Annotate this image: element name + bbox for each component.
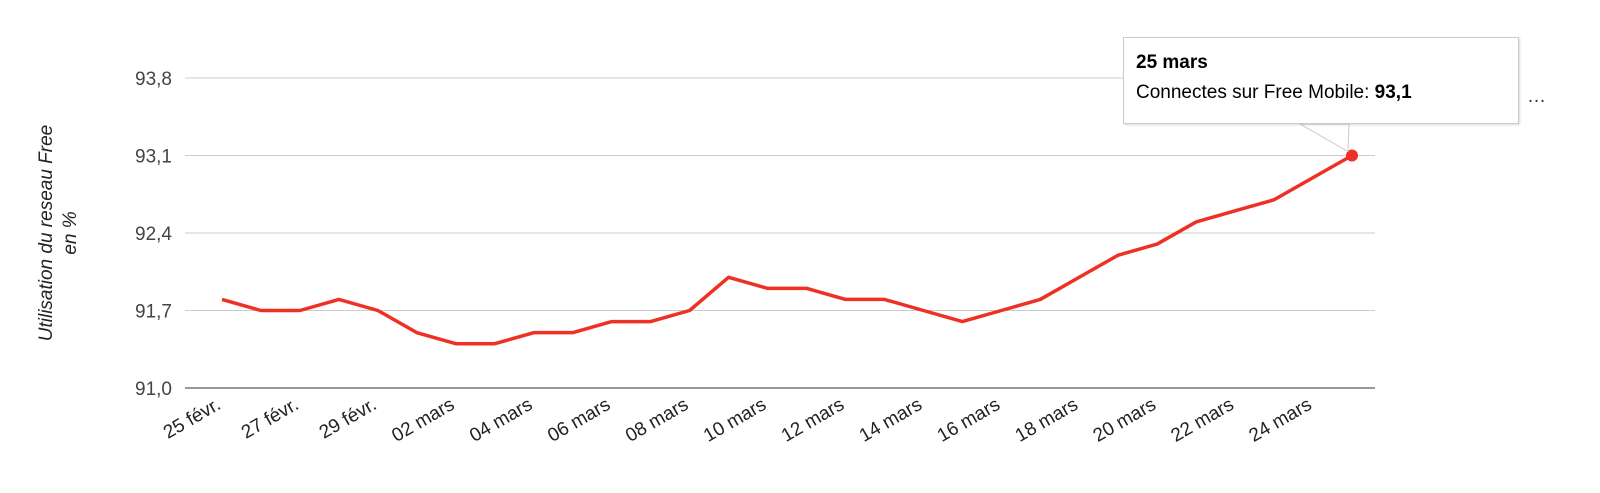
y-axis-title: Utilisation du reseau Free en % [36, 125, 81, 342]
x-tick-label: 14 mars [856, 394, 926, 447]
tooltip-overflow: … [1527, 86, 1546, 107]
x-tick-label: 16 mars [934, 394, 1004, 447]
x-tick-label: 12 mars [778, 394, 848, 447]
series-line [221, 153, 1353, 346]
x-tick-label: 25 févr. [160, 394, 224, 443]
x-tick-label: 10 mars [700, 394, 770, 447]
x-tick-label: 27 févr. [238, 394, 302, 443]
x-tick-label: 06 mars [544, 394, 614, 447]
x-tick-label: 29 févr. [316, 394, 380, 443]
y-tick-label: 92,4 [135, 224, 172, 245]
x-tick-label: 02 mars [388, 394, 458, 447]
y-tick-label: 93,8 [135, 69, 172, 90]
x-tick-label: 04 mars [466, 394, 536, 447]
x-tick-label: 18 mars [1012, 394, 1082, 447]
x-tick-label: 22 mars [1168, 394, 1238, 447]
data-point [1346, 149, 1358, 162]
x-tick-label: 24 mars [1246, 394, 1316, 447]
y-axis-title-line: Utilisation du reseau Free [36, 125, 57, 342]
y-tick-label: 93,1 [135, 147, 172, 168]
tooltip-label: Connectes sur Free Mobile: [1136, 82, 1375, 103]
y-axis-title-line: en % [60, 211, 81, 254]
y-tick-label: 91,0 [135, 379, 172, 400]
tooltip: 25 mars Connectes sur Free Mobile: 93,1 [1123, 37, 1519, 124]
tooltip-body: Connectes sur Free Mobile: 93,1 [1136, 82, 1506, 104]
tooltip-title: 25 mars [1136, 52, 1208, 73]
x-tick-label: 20 mars [1090, 394, 1160, 447]
tooltip-pointer [1298, 123, 1350, 153]
y-tick-label: 91,7 [135, 302, 172, 323]
tooltip-value: 93,1 [1374, 82, 1412, 103]
x-tick-label: 08 mars [622, 394, 692, 447]
